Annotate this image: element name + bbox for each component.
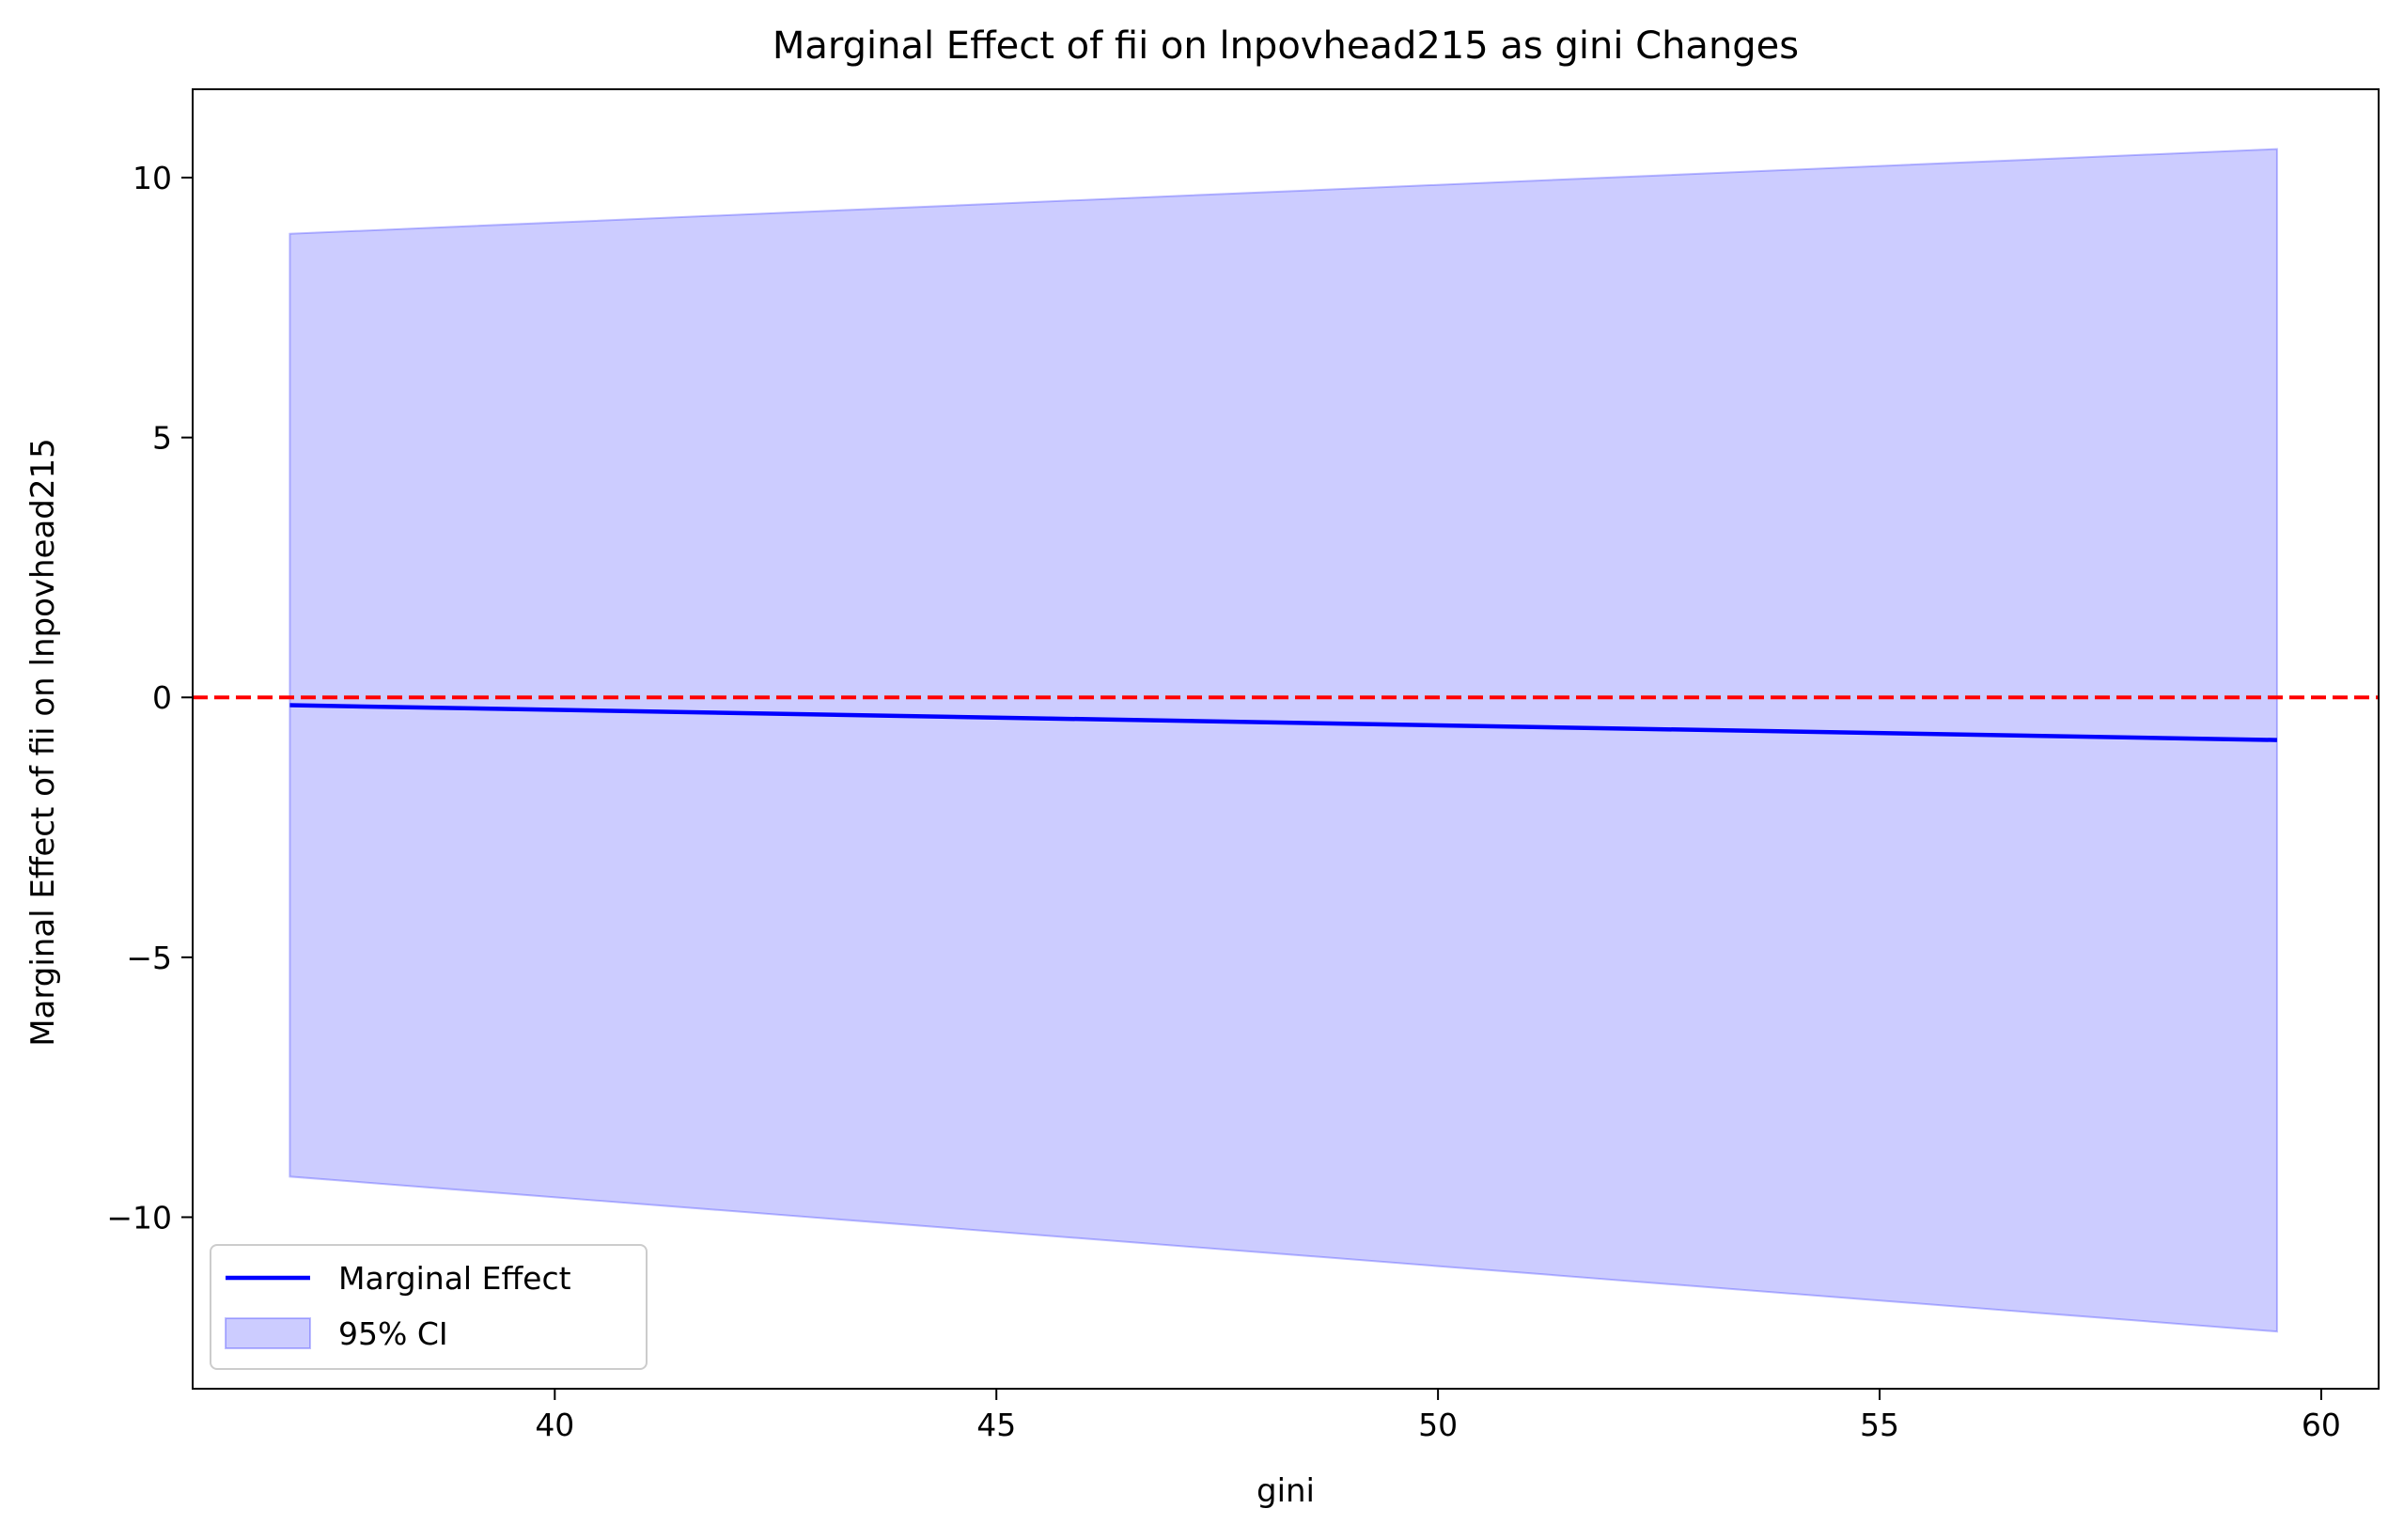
plot-area (193, 148, 2379, 1333)
y-tick-label: 0 (152, 679, 172, 716)
plot-frame (192, 88, 2380, 1390)
x-tick-label: 55 (1860, 1407, 1899, 1443)
y-tick-label: −5 (126, 940, 172, 976)
x-tick-label: 50 (1418, 1407, 1458, 1443)
axes: 40 45 50 55 60 −10 −5 0 5 10 (106, 88, 2380, 1443)
y-tick-label: −10 (106, 1199, 172, 1236)
y-tick-label: 5 (152, 420, 172, 457)
x-tick-label: 40 (535, 1407, 574, 1443)
legend-band-swatch (225, 1317, 311, 1349)
marginal-effect-line (289, 703, 2277, 742)
legend: Marginal Effect 95% CI (210, 1244, 648, 1370)
legend-label-ci: 95% CI (338, 1315, 448, 1352)
x-tick-label: 45 (976, 1407, 1016, 1443)
y-tick-label: 10 (133, 160, 172, 196)
chart-title: Marginal Effect of fii on lnpovhead215 a… (773, 24, 1799, 68)
x-tick-label: 60 (2302, 1407, 2341, 1443)
y-axis-label: Marginal Effect of fii on lnpovhead215 (24, 438, 62, 1047)
x-axis-label: gini (1257, 1472, 1315, 1510)
legend-label-marginal-effect: Marginal Effect (338, 1260, 571, 1297)
legend-box (210, 1244, 648, 1370)
ci-band (289, 148, 2278, 1333)
